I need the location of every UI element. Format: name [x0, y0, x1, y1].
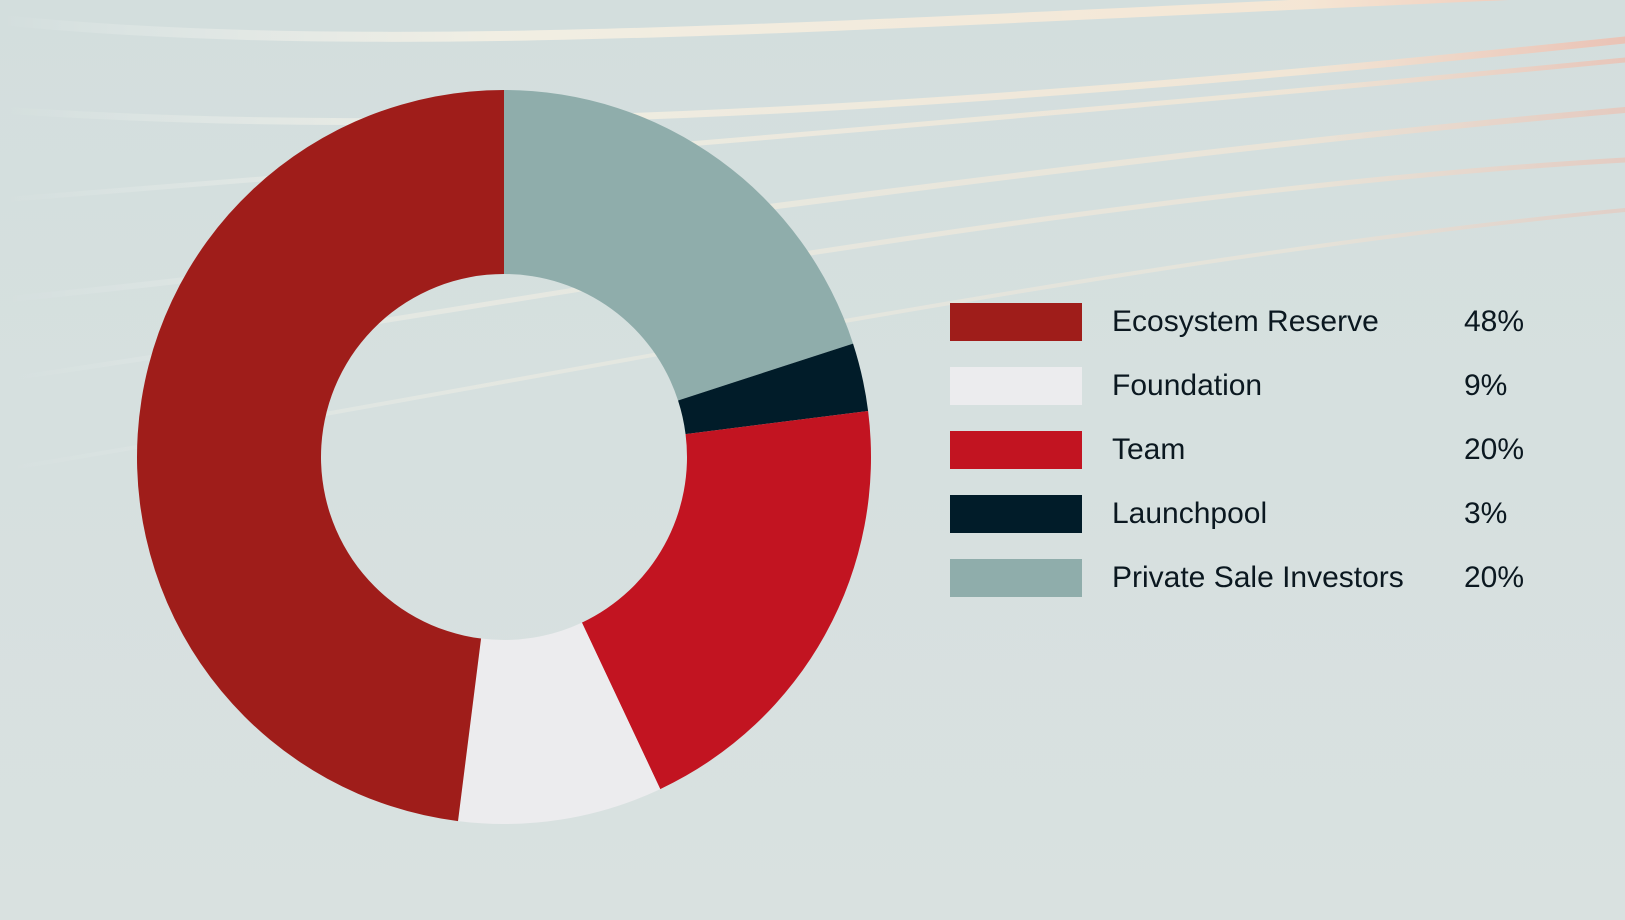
legend-value: 20% — [1464, 433, 1525, 466]
legend-item-private-sale-investors: Private Sale Investors 20% — [950, 546, 1570, 610]
chart-legend: Ecosystem Reserve 48% Foundation 9% Team… — [950, 290, 1570, 610]
legend-swatch — [950, 367, 1082, 405]
legend-value: 9% — [1464, 369, 1508, 402]
slice-private-sale-investors — [504, 90, 854, 401]
legend-value: 48% — [1464, 305, 1525, 338]
slice-ecosystem-reserve — [137, 90, 504, 822]
legend-swatch — [950, 495, 1082, 533]
legend-item-ecosystem-reserve: Ecosystem Reserve 48% — [950, 290, 1570, 354]
legend-label: Foundation — [1112, 369, 1263, 402]
slice-launchpool — [678, 343, 869, 435]
slice-team — [581, 411, 871, 790]
legend-swatch — [950, 431, 1082, 469]
legend-label: Ecosystem Reserve — [1112, 305, 1379, 338]
legend-item-team: Team 20% — [950, 418, 1570, 482]
legend-item-foundation: Foundation 9% — [950, 354, 1570, 418]
legend-label: Launchpool — [1112, 497, 1268, 530]
slice-foundation — [458, 622, 661, 824]
legend-value: 3% — [1464, 497, 1508, 530]
legend-item-launchpool: Launchpool 3% — [950, 482, 1570, 546]
legend-swatch — [950, 303, 1082, 341]
legend-label: Team — [1112, 433, 1186, 466]
legend-label: Private Sale Investors — [1112, 561, 1404, 594]
legend-swatch — [950, 559, 1082, 597]
legend-value: 20% — [1464, 561, 1525, 594]
